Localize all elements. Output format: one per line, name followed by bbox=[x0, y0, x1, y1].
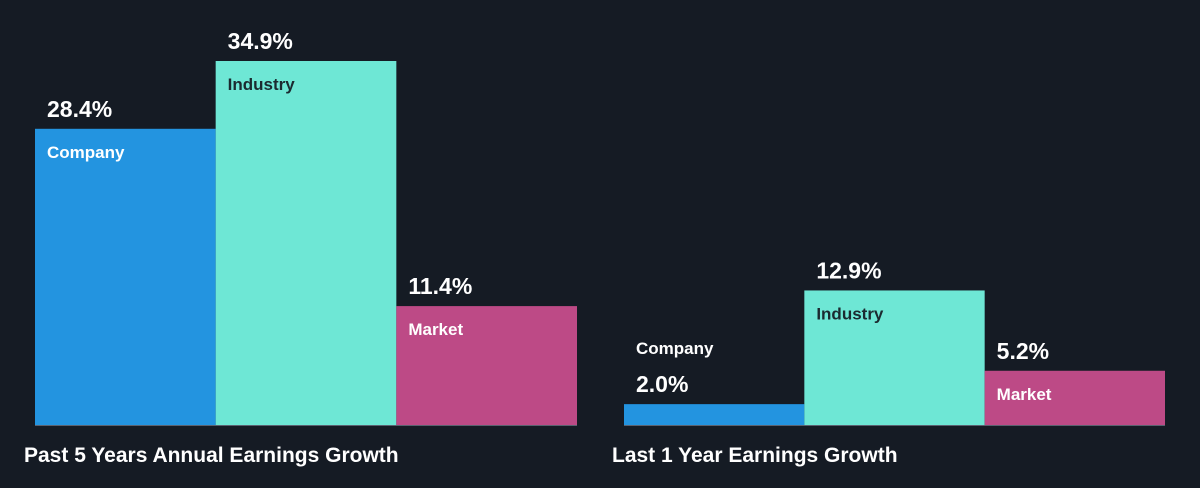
bar-industry bbox=[215, 61, 397, 425]
category-label-market: Market bbox=[997, 385, 1052, 404]
category-label-industry: Industry bbox=[816, 304, 884, 323]
value-label-company: 2.0% bbox=[636, 371, 688, 397]
value-label-market: 11.4% bbox=[408, 273, 472, 299]
bar-industry bbox=[804, 290, 985, 425]
category-label-market: Market bbox=[408, 320, 463, 339]
bar-market bbox=[984, 370, 1165, 425]
value-label-market: 5.2% bbox=[997, 338, 1049, 364]
bar-company bbox=[35, 128, 216, 425]
value-label-industry: 34.9% bbox=[228, 28, 293, 54]
value-label-company: 28.4% bbox=[47, 96, 112, 122]
chart-title-last-1-year: Last 1 Year Earnings Growth bbox=[612, 444, 898, 467]
value-label-industry: 12.9% bbox=[816, 257, 881, 283]
bar-market bbox=[396, 306, 577, 425]
category-label-company: Company bbox=[47, 143, 125, 162]
category-label-industry: Industry bbox=[228, 75, 296, 94]
category-label-company: Company bbox=[636, 339, 714, 358]
chart-title-past-5-years: Past 5 Years Annual Earnings Growth bbox=[24, 444, 399, 467]
bar-company bbox=[624, 404, 805, 425]
